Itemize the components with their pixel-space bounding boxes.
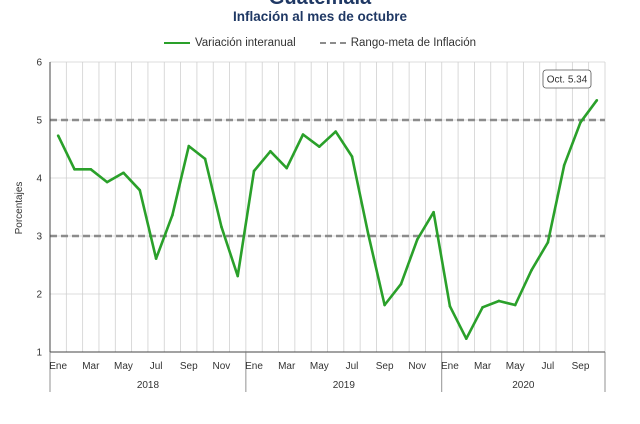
legend: Variación interanual Rango-meta de Infla… <box>0 37 640 49</box>
year-label: 2018 <box>137 380 160 391</box>
y-tick-label: 1 <box>36 348 42 359</box>
x-tick-label: Mar <box>278 361 296 372</box>
plot-grid <box>49 61 606 353</box>
plot-axes <box>49 62 606 392</box>
series-line-path <box>57 99 598 341</box>
x-tick-label: Nov <box>408 361 426 372</box>
year-label: 2020 <box>512 380 535 391</box>
y-tick-label: 6 <box>36 58 42 69</box>
x-tick-label: May <box>114 361 133 372</box>
data-point <box>318 145 321 148</box>
data-point <box>464 337 468 340</box>
data-point <box>350 155 354 158</box>
y-axis-label: Porcentajes <box>14 182 25 235</box>
year-label: 2019 <box>333 380 356 391</box>
data-point <box>236 274 240 278</box>
data-point <box>513 303 517 307</box>
data-point <box>415 238 419 241</box>
data-point <box>595 98 599 102</box>
x-tick-label: Sep <box>180 361 198 372</box>
data-point <box>122 171 125 175</box>
data-point <box>383 303 386 307</box>
data-point <box>285 166 288 170</box>
data-point <box>138 188 142 192</box>
x-tick-label: Jul <box>541 361 554 372</box>
x-tick-label: Ene <box>245 361 263 372</box>
legend-band-swatch <box>319 42 346 44</box>
x-tick-label: Sep <box>376 361 394 372</box>
data-point <box>252 169 256 173</box>
callout-box: Oct. 5.34 <box>542 69 592 89</box>
data-point <box>203 157 207 161</box>
target-band-lines <box>50 118 605 238</box>
data-point <box>334 130 337 133</box>
x-tick-label: Ene <box>441 361 459 372</box>
data-point <box>89 168 93 171</box>
data-point <box>301 133 305 136</box>
year-labels: 2018 2019 2020 <box>137 380 535 391</box>
data-point <box>399 282 403 286</box>
data-point <box>154 257 158 260</box>
legend-band-label: Rango-meta de Inflación <box>350 37 477 49</box>
data-point <box>432 210 435 214</box>
data-point <box>579 121 582 124</box>
data-point <box>220 225 223 229</box>
y-tick-label: 3 <box>36 232 42 243</box>
legend-series-label: Variación interanual <box>194 37 296 49</box>
data-point <box>546 241 550 244</box>
y-tick-label: 4 <box>36 174 42 185</box>
y-tick-labels: 1 2 3 4 5 6 <box>36 58 42 359</box>
y-tick-label: 5 <box>36 116 42 127</box>
y-tick-label: 2 <box>36 290 42 301</box>
data-point <box>171 213 174 217</box>
data-point <box>562 163 566 167</box>
legend-item-band: Rango-meta de Inflación <box>319 37 477 49</box>
data-point <box>73 168 76 171</box>
data-point <box>497 299 501 303</box>
x-tick-labels: Ene Mar May Jul Sep Nov Ene Mar May Jul Sep Nov Ene M… <box>49 361 590 372</box>
legend-item-series: Variación interanual <box>163 37 296 49</box>
chart-title: Guatemala <box>0 0 640 10</box>
x-tick-label: Sep <box>572 361 590 372</box>
x-tick-label: Mar <box>82 361 100 372</box>
x-tick-label: May <box>310 361 329 372</box>
data-point <box>530 268 533 272</box>
x-tick-label: Jul <box>346 361 359 372</box>
series-line <box>56 98 599 341</box>
data-point <box>269 150 272 153</box>
x-tick-label: May <box>506 361 525 372</box>
x-tick-label: Mar <box>474 361 492 372</box>
callout-text: Oct. 5.34 <box>547 75 588 86</box>
data-point <box>105 180 109 184</box>
x-tick-label: Nov <box>212 361 230 372</box>
data-point <box>187 144 191 148</box>
x-tick-label: Jul <box>150 361 163 372</box>
data-point <box>367 232 370 236</box>
data-point <box>481 306 484 309</box>
data-point <box>448 304 452 308</box>
legend-series-swatch <box>163 42 190 44</box>
chart-subtitle: Inflación al mes de octubre <box>232 9 408 24</box>
x-tick-label: Ene <box>49 361 67 372</box>
data-point <box>56 134 60 137</box>
